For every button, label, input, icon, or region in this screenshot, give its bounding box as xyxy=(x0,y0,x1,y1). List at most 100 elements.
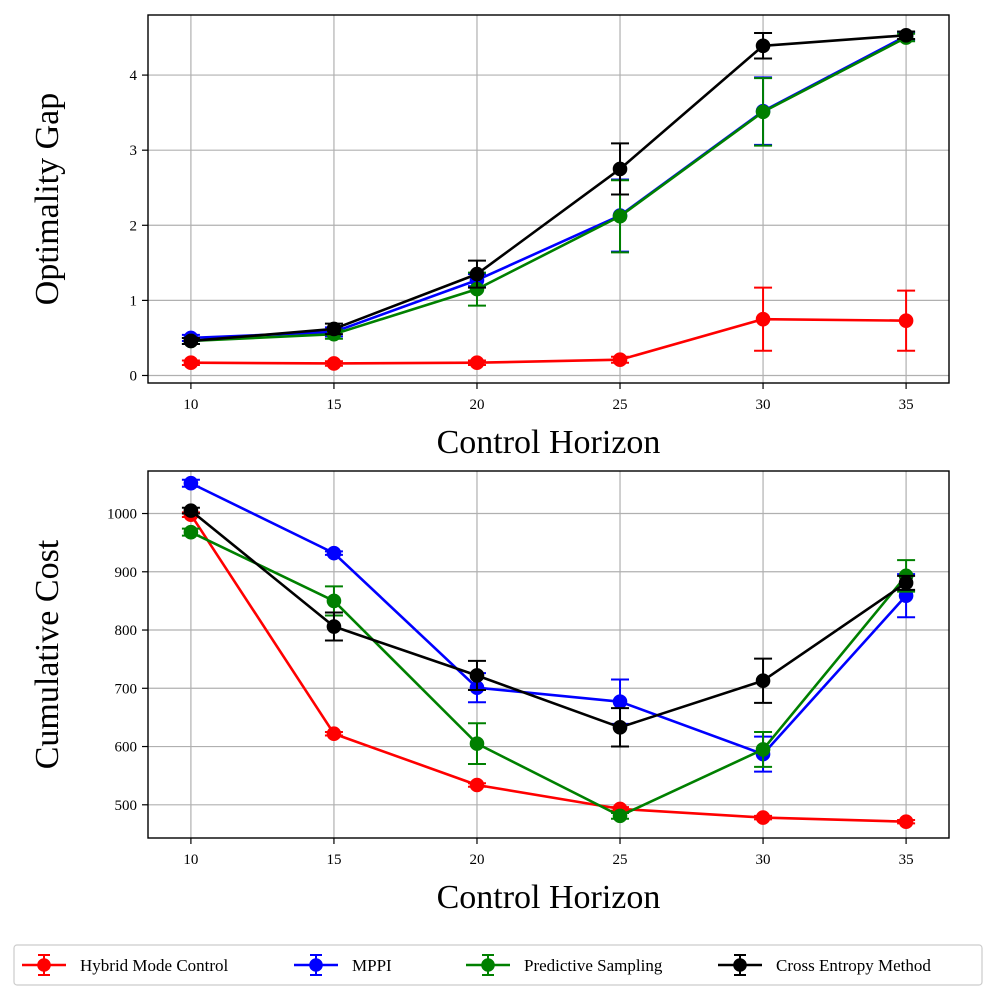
cumulative-cost-point-predictive-sampling xyxy=(612,808,628,824)
optimality-gap-y-tick-label: 4 xyxy=(130,68,138,84)
optimality-gap-x-tick-label: 35 xyxy=(899,397,914,413)
optimality-gap-point-hybrid-mode-control xyxy=(755,311,771,327)
cumulative-cost-y-tick-label: 900 xyxy=(115,565,138,581)
optimality-gap-axes-frame xyxy=(147,14,950,384)
cumulative-cost-point-predictive-sampling xyxy=(469,736,485,751)
optimality-gap-point-cross-entropy-method xyxy=(755,38,771,54)
optimality-gap-x-tick-label: 30 xyxy=(756,397,771,413)
legend-entry-predictive-sampling: Predictive Sampling xyxy=(466,954,663,976)
cumulative-cost-x-tick-label: 20 xyxy=(469,852,484,868)
legend-marker-mppi xyxy=(309,958,323,972)
optimality-gap-point-cross-entropy-method xyxy=(183,333,199,349)
optimality-gap-line-mppi xyxy=(190,34,907,340)
cumulative-cost-y-tick-label: 800 xyxy=(115,623,138,639)
legend-label-predictive-sampling: Predictive Sampling xyxy=(524,956,663,975)
cumulative-cost-point-cross-entropy-method xyxy=(612,720,628,735)
cumulative-cost-grid xyxy=(148,471,949,838)
optimality-gap-x-tick-label: 25 xyxy=(613,397,628,413)
optimality-gap-y-tick-label: 3 xyxy=(130,143,138,159)
cumulative-cost-point-hybrid-mode-control xyxy=(755,810,771,825)
cumulative-cost-point-hybrid-mode-control xyxy=(469,777,485,793)
cumulative-cost-y-ticks: 500 600 700 800 900 1000 xyxy=(107,507,148,814)
cumulative-cost-point-hybrid-mode-control xyxy=(898,814,914,829)
legend-label-hybrid-mode-control: Hybrid Mode Control xyxy=(80,956,229,975)
optimality-gap-point-predictive-sampling xyxy=(755,104,771,120)
cumulative-cost-series xyxy=(181,475,916,829)
cumulative-cost-x-tick-label: 30 xyxy=(756,852,771,868)
cumulative-cost-y-axis-label: Cumulative Cost xyxy=(29,539,66,769)
optimality-gap-series-cross-entropy-method xyxy=(181,27,916,349)
legend-marker-cross-entropy-method xyxy=(733,958,747,972)
legend-label-cross-entropy-method: Cross Entropy Method xyxy=(776,956,931,975)
optimality-gap-y-axis-label: Optimality Gap xyxy=(29,93,66,305)
optimality-gap-point-hybrid-mode-control xyxy=(898,313,914,328)
cumulative-cost-x-tick-label: 10 xyxy=(183,852,198,868)
cumulative-cost-series-cross-entropy-method xyxy=(181,503,916,748)
cumulative-cost-point-predictive-sampling xyxy=(755,742,771,757)
cumulative-cost-point-cross-entropy-method xyxy=(898,575,914,591)
cumulative-cost-point-cross-entropy-method xyxy=(469,668,485,683)
optimality-gap-y-tick-label: 2 xyxy=(130,218,138,234)
cumulative-cost-x-ticks: 10 15 20 25 30 35 xyxy=(183,838,914,868)
cumulative-cost-line-hybrid-mode-control xyxy=(189,513,907,823)
cumulative-cost-series-mppi xyxy=(181,475,916,773)
optimality-gap-series-mppi xyxy=(181,28,916,346)
cumulative-cost-point-cross-entropy-method xyxy=(755,673,771,689)
legend: Hybrid Mode Control MPPI Predictive Samp… xyxy=(13,944,983,986)
optimality-gap-grid xyxy=(148,15,949,383)
legend-entry-mppi: MPPI xyxy=(294,954,392,976)
optimality-gap-y-ticks: 0 1 2 3 4 xyxy=(130,68,148,384)
cumulative-cost-point-cross-entropy-method xyxy=(326,619,342,634)
optimality-gap-series-hybrid-mode-control xyxy=(181,286,916,371)
optimality-gap-line-cross-entropy-method xyxy=(190,33,907,343)
cumulative-cost-point-predictive-sampling xyxy=(326,593,342,609)
optimality-gap-x-tick-label: 10 xyxy=(183,397,198,413)
optimality-gap-line-hybrid-mode-control xyxy=(190,317,907,365)
cumulative-cost-axes-frame xyxy=(147,470,950,839)
cumulative-cost-x-tick-label: 15 xyxy=(326,852,341,868)
optimality-gap-x-tick-label: 15 xyxy=(326,397,341,413)
cumulative-cost-point-predictive-sampling xyxy=(183,524,199,540)
cumulative-cost-y-tick-label: 500 xyxy=(115,798,138,814)
legend-entry-hybrid-mode-control: Hybrid Mode Control xyxy=(22,954,229,976)
optimality-gap-x-ticks: 10 15 20 25 30 35 xyxy=(183,383,914,413)
optimality-gap-point-predictive-sampling xyxy=(612,208,628,224)
optimality-gap-y-tick-label: 1 xyxy=(130,293,138,309)
optimality-gap-y-tick-label: 0 xyxy=(130,368,138,384)
cumulative-cost-x-axis-label: Control Horizon xyxy=(437,879,661,916)
optimality-gap-series xyxy=(181,27,916,371)
cumulative-cost-line-cross-entropy-method xyxy=(190,509,907,729)
cumulative-cost-line-predictive-sampling xyxy=(190,530,908,818)
cumulative-cost-line-mppi xyxy=(190,482,908,756)
cumulative-cost-point-hybrid-mode-control xyxy=(326,726,342,742)
optimality-gap-point-hybrid-mode-control xyxy=(469,355,485,371)
cumulative-cost-y-tick-label: 600 xyxy=(115,740,138,756)
optimality-gap-point-hybrid-mode-control xyxy=(612,352,628,368)
cumulative-cost-series-predictive-sampling xyxy=(181,524,916,824)
optimality-gap-point-cross-entropy-method xyxy=(898,27,914,43)
optimality-gap-point-hybrid-mode-control xyxy=(183,355,199,371)
cumulative-cost-point-mppi xyxy=(183,475,199,491)
cumulative-cost-y-tick-label: 1000 xyxy=(107,507,137,523)
cumulative-cost-plot: 10 15 20 25 30 35 500 600 700 800 900 1000 Control… xyxy=(29,470,950,916)
legend-marker-hybrid-mode-control xyxy=(37,958,51,972)
cumulative-cost-y-tick-label: 700 xyxy=(115,681,138,697)
optimality-gap-x-axis-label: Control Horizon xyxy=(437,424,661,461)
optimality-gap-x-tick-label: 20 xyxy=(469,397,484,413)
optimality-gap-plot: 10 15 20 25 30 35 0 1 2 3 4 Control Horizon Optim… xyxy=(29,14,950,461)
optimality-gap-point-hybrid-mode-control xyxy=(326,356,342,371)
legend-marker-predictive-sampling xyxy=(481,958,495,972)
optimality-gap-point-cross-entropy-method xyxy=(469,266,485,282)
optimality-gap-line-predictive-sampling xyxy=(190,36,907,343)
legend-label-mppi: MPPI xyxy=(352,956,392,975)
cumulative-cost-point-cross-entropy-method xyxy=(183,503,199,518)
cumulative-cost-point-mppi xyxy=(326,545,342,561)
legend-entry-cross-entropy-method: Cross Entropy Method xyxy=(718,954,931,976)
cumulative-cost-x-tick-label: 25 xyxy=(613,852,628,868)
cumulative-cost-x-tick-label: 35 xyxy=(899,852,914,868)
optimality-gap-point-cross-entropy-method xyxy=(326,321,342,337)
optimality-gap-point-cross-entropy-method xyxy=(612,161,628,177)
cumulative-cost-point-mppi xyxy=(612,694,628,709)
